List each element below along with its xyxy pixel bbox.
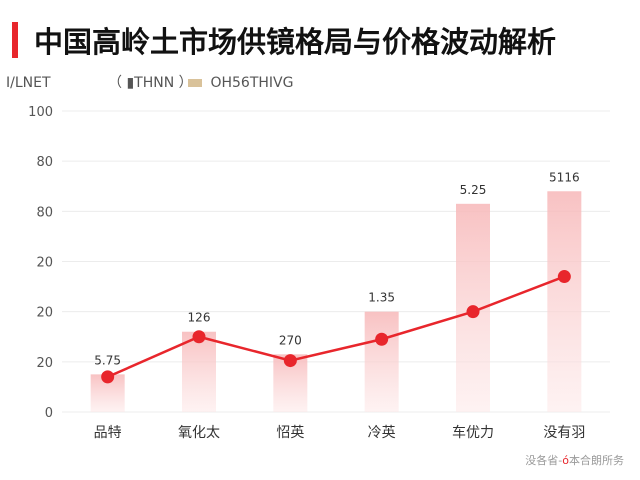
legend-item: I/LNET bbox=[6, 72, 51, 94]
bar bbox=[364, 311, 399, 412]
legend-label: （ ▮THNN ） bbox=[108, 75, 193, 91]
data-label: 126 bbox=[188, 311, 211, 325]
y-tick-label: 100 bbox=[28, 105, 53, 120]
y-tick-label: 20 bbox=[36, 356, 53, 371]
data-label: 5.75 bbox=[94, 353, 121, 367]
y-tick-label: 20 bbox=[36, 256, 53, 271]
data-point bbox=[101, 370, 115, 384]
y-tick-label: 80 bbox=[36, 205, 53, 220]
series-line bbox=[107, 275, 565, 379]
legend-item: OH56THIVG bbox=[188, 72, 293, 94]
chart-title: 中国高岭土市场供镜格局与价格波动解析 bbox=[34, 25, 557, 59]
bar bbox=[182, 331, 216, 412]
x-tick-label: 品特 bbox=[94, 425, 122, 441]
bar bbox=[547, 191, 582, 412]
legend-label: OH56THIVG bbox=[210, 75, 294, 91]
legend-label: I/LNET bbox=[6, 75, 51, 91]
x-tick-label: 氧化太 bbox=[178, 425, 220, 441]
data-point bbox=[375, 332, 389, 346]
y-tick-label: 20 bbox=[36, 306, 53, 321]
legend: I/LNET （ ▮THNN ） OH56THIVG bbox=[0, 72, 640, 94]
data-label: 5116 bbox=[549, 170, 580, 184]
data-label: 1.35 bbox=[368, 291, 395, 305]
y-tick-label: 0 bbox=[45, 406, 53, 421]
x-tick-label: 冷英 bbox=[368, 424, 396, 441]
watermark-logo-icon: ó bbox=[562, 454, 569, 467]
data-label: 5.25 bbox=[460, 183, 487, 197]
x-tick-label: 没有羽 bbox=[543, 425, 585, 441]
watermark: 没各省-ó本合朗所务 bbox=[525, 452, 624, 468]
x-tick-label: 车优力 bbox=[452, 424, 494, 441]
data-point bbox=[557, 270, 571, 284]
data-point bbox=[192, 330, 206, 344]
legend-item: （ ▮THNN ） bbox=[108, 72, 193, 94]
y-tick-label: 80 bbox=[36, 155, 53, 170]
watermark-text: 本合朗所务 bbox=[569, 454, 624, 467]
legend-swatch bbox=[188, 79, 202, 87]
title-accent-bar bbox=[12, 22, 18, 58]
x-tick-label: 怊英 bbox=[276, 424, 304, 441]
data-point bbox=[283, 354, 297, 368]
watermark-text: 没各省- bbox=[525, 454, 563, 467]
data-label: 270 bbox=[279, 333, 302, 347]
data-point bbox=[466, 305, 480, 319]
